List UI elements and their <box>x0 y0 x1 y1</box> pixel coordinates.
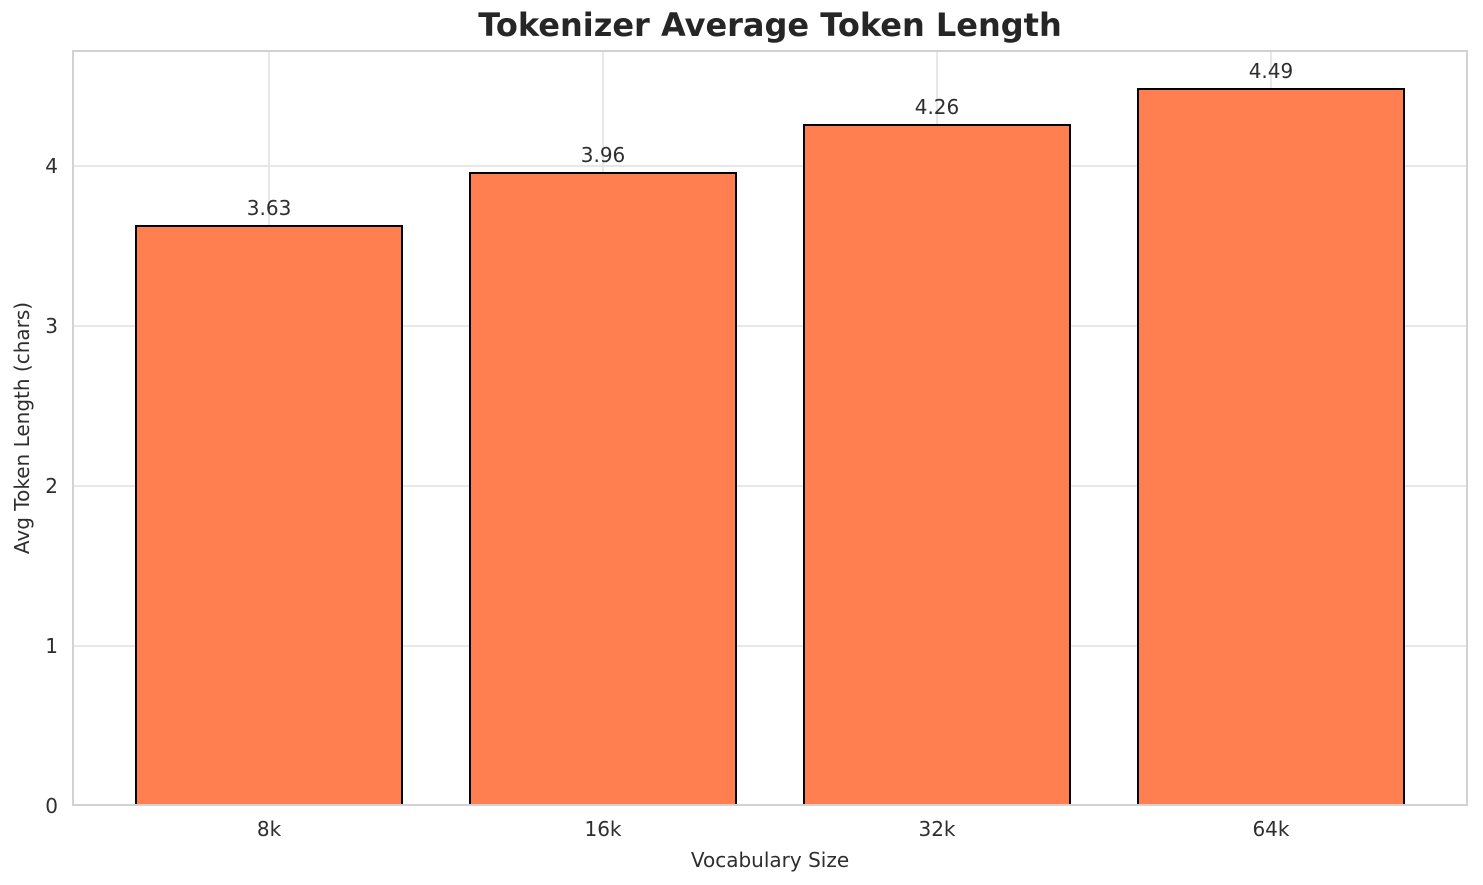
bar-value-label: 3.96 <box>580 143 626 168</box>
x-axis-label: Vocabulary Size <box>690 848 850 872</box>
y-tick-label: 4 <box>45 154 58 178</box>
y-tick-label: 3 <box>45 314 58 338</box>
bar-value-label: 4.26 <box>914 95 960 120</box>
x-tick-label: 32k <box>918 817 956 841</box>
y-tick-label: 0 <box>45 794 58 818</box>
bar <box>1137 87 1405 806</box>
y-axis-label: Avg Token Length (chars) <box>10 301 34 555</box>
bar <box>135 225 403 806</box>
x-tick-label: 64k <box>1252 817 1290 841</box>
horizontal-gridline <box>72 325 1468 327</box>
x-tick-label: 8k <box>256 817 282 841</box>
bar <box>803 124 1071 806</box>
x-tick-label: 16k <box>584 817 622 841</box>
chart-title: Tokenizer Average Token Length <box>478 6 1062 44</box>
bar <box>469 172 737 806</box>
horizontal-gridline <box>72 165 1468 167</box>
horizontal-gridline <box>72 485 1468 487</box>
y-tick-label: 1 <box>45 634 58 658</box>
horizontal-gridline <box>72 645 1468 647</box>
y-tick-label: 2 <box>45 474 58 498</box>
bar-value-label: 4.49 <box>1248 58 1294 83</box>
plot-area: 3.63 3.96 4.26 4.49 <box>72 50 1468 806</box>
bar-value-label: 3.63 <box>246 196 292 221</box>
